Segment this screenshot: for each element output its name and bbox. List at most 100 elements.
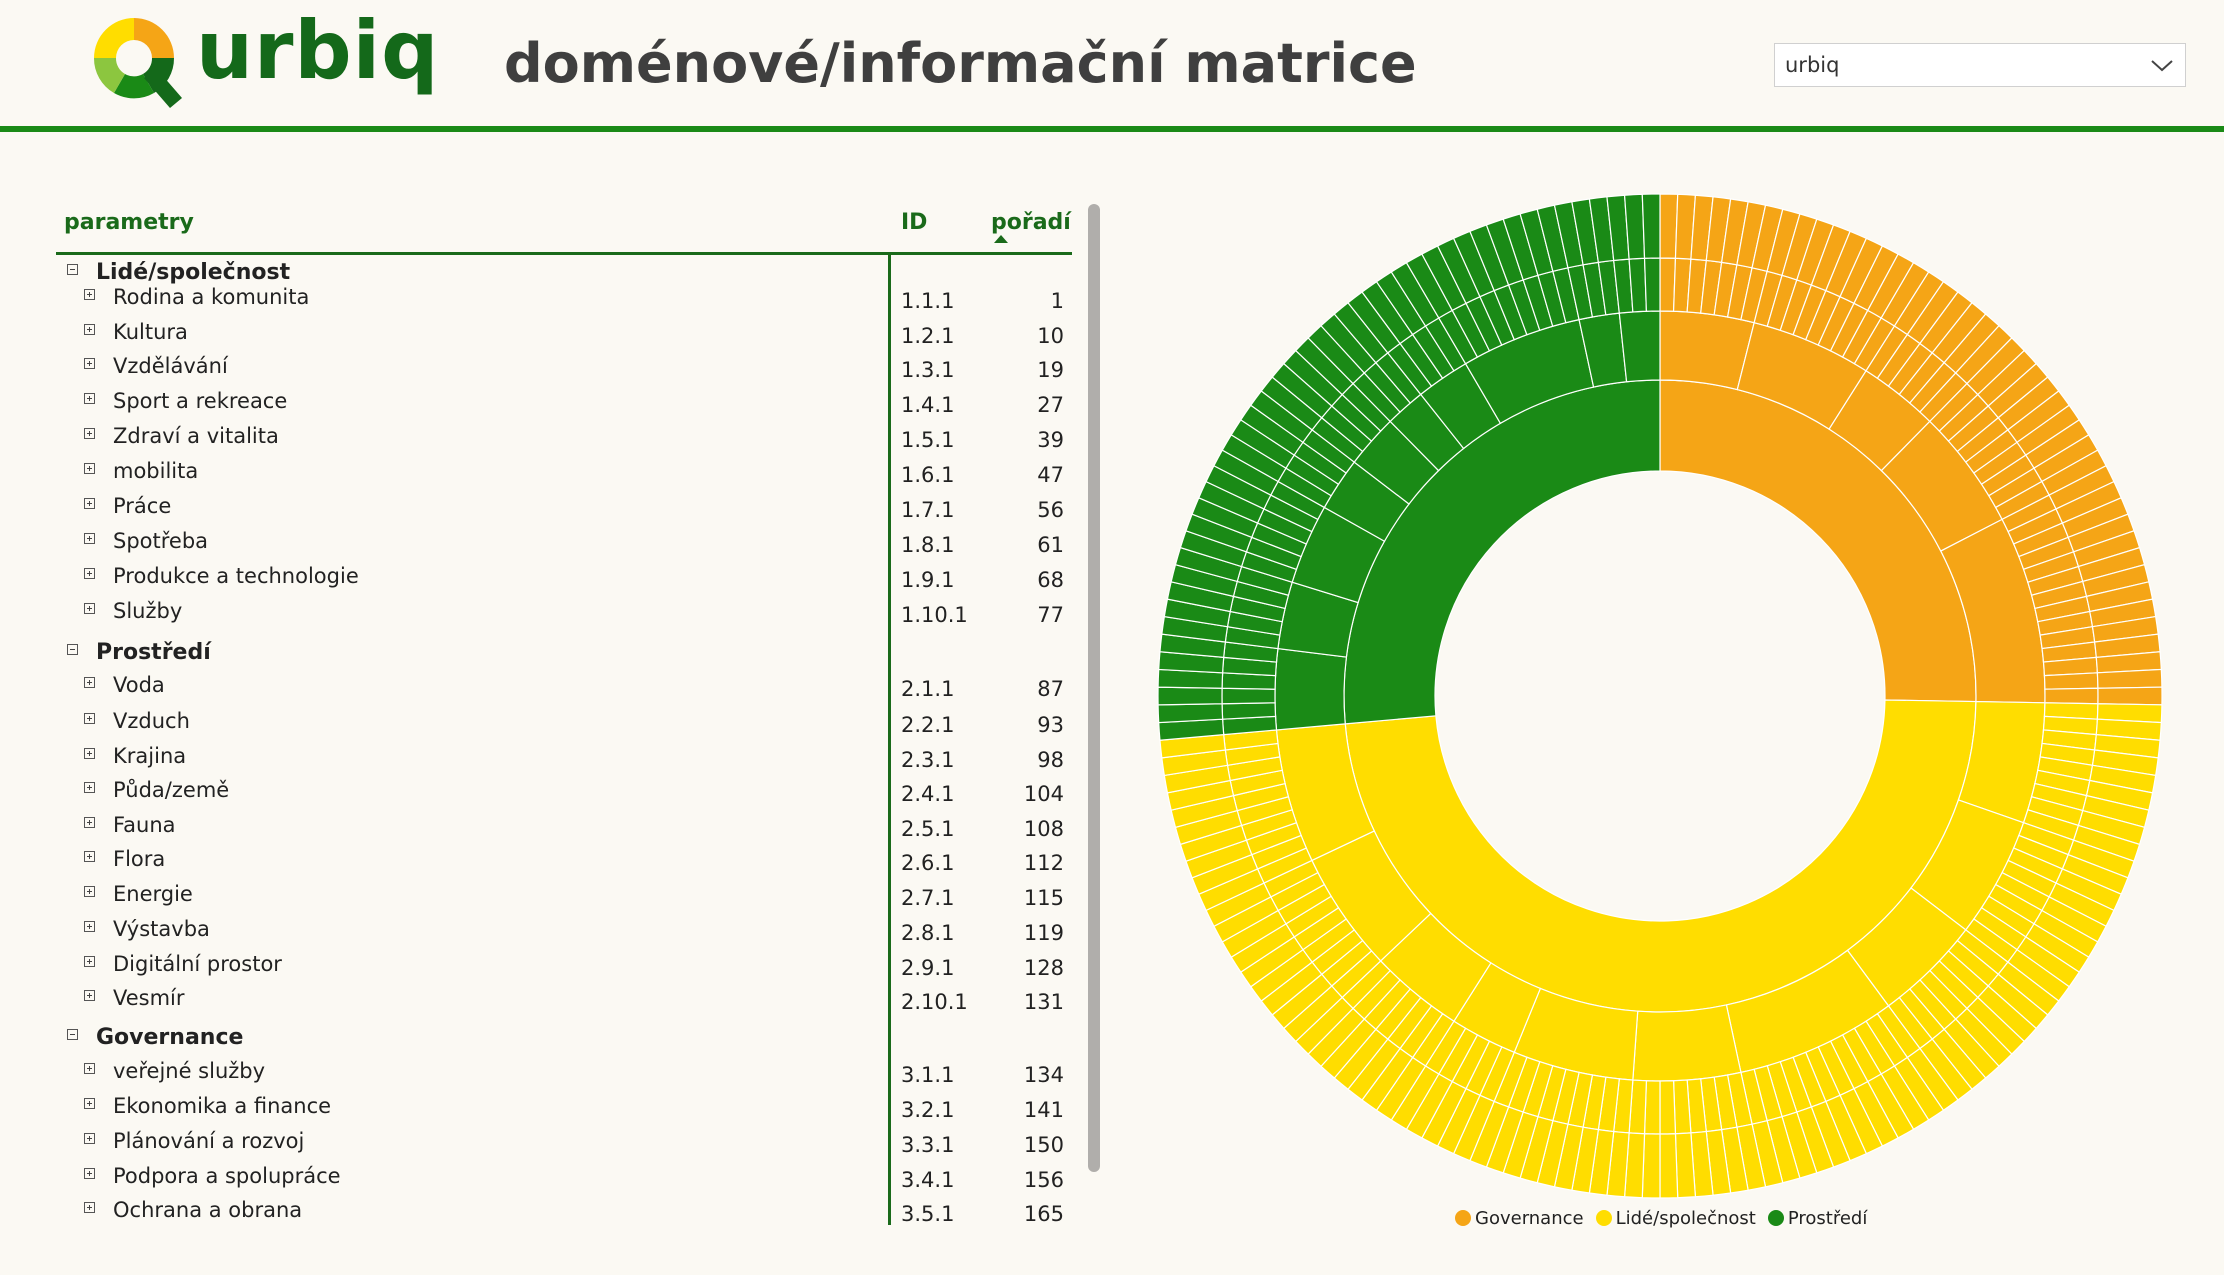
table-row[interactable]: Zdraví a vitalita 1.5.1 39	[56, 422, 1072, 457]
group-row[interactable]: Governance	[56, 1023, 1072, 1058]
table-row[interactable]: Digitální prostor 2.9.1 128	[56, 950, 1072, 985]
entity-select[interactable]: urbiq	[1774, 43, 2186, 87]
table-row[interactable]: Ekonomika a finance 3.2.1 141	[56, 1092, 1072, 1127]
expand-icon[interactable]	[84, 782, 95, 793]
table-row[interactable]: Podpora a spolupráce 3.4.1 156	[56, 1162, 1072, 1197]
collapse-icon[interactable]	[67, 264, 78, 275]
row-id: 2.9.1	[901, 956, 955, 980]
row-id: 1.10.1	[901, 603, 968, 627]
expand-icon[interactable]	[84, 1063, 95, 1074]
sunburst-detail-slice[interactable]	[1659, 193, 1679, 259]
table-row[interactable]: Voda 2.1.1 87	[56, 671, 1072, 706]
expand-icon[interactable]	[84, 393, 95, 404]
sunburst-detail-slice[interactable]	[1659, 1133, 1679, 1199]
expand-icon[interactable]	[84, 817, 95, 828]
expand-icon[interactable]	[84, 603, 95, 614]
sunburst-parameter-slice[interactable]	[1672, 1079, 1692, 1135]
table-row[interactable]: Spotřeba 1.8.1 61	[56, 527, 1072, 562]
group-row[interactable]: Lidé/společnost	[56, 258, 1072, 293]
sunburst-detail-slice[interactable]	[1641, 193, 1661, 259]
table-row[interactable]: Sport a rekreace 1.4.1 27	[56, 387, 1072, 422]
row-label: Kultura	[113, 320, 188, 344]
legend-item[interactable]: Governance	[1455, 1208, 1584, 1229]
table-row[interactable]: mobilita 1.6.1 47	[56, 457, 1072, 492]
table-row[interactable]: Vzduch 2.2.1 93	[56, 707, 1072, 742]
sunburst-category-slice[interactable]	[1632, 1004, 1742, 1082]
expand-icon[interactable]	[84, 886, 95, 897]
expand-icon[interactable]	[84, 677, 95, 688]
expand-icon[interactable]	[84, 921, 95, 932]
table-row[interactable]: Půda/země 2.4.1 104	[56, 776, 1072, 811]
row-label: Půda/země	[113, 778, 230, 802]
table-row[interactable]: Energie 2.7.1 115	[56, 880, 1072, 915]
row-label: Flora	[113, 847, 166, 871]
sunburst-detail-slice[interactable]	[2097, 686, 2163, 706]
table-row[interactable]: Fauna 2.5.1 108	[56, 811, 1072, 846]
table-row[interactable]: Ochrana a obrana 3.5.1 165	[56, 1196, 1072, 1225]
row-label: mobilita	[113, 459, 199, 483]
column-header-order[interactable]: pořadí	[991, 210, 1071, 235]
table-row[interactable]: Práce 1.7.1 56	[56, 492, 1072, 527]
sunburst-detail-slice[interactable]	[1157, 703, 1224, 724]
sunburst-parameter-slice[interactable]	[2044, 687, 2099, 705]
sunburst-category-slice[interactable]	[1274, 647, 1348, 731]
group-row[interactable]: Prostředí	[56, 638, 1072, 673]
row-id: 2.6.1	[901, 851, 955, 875]
expand-icon[interactable]	[84, 748, 95, 759]
table-row[interactable]: Plánování a rozvoj 3.3.1 150	[56, 1127, 1072, 1162]
expand-icon[interactable]	[84, 289, 95, 300]
expand-icon[interactable]	[84, 463, 95, 474]
sunburst-parameter-slice[interactable]	[1628, 257, 1648, 313]
table-row[interactable]: Výstavba 2.8.1 119	[56, 915, 1072, 950]
table-row[interactable]: Kultura 1.2.1 10	[56, 318, 1072, 353]
table-scrollbar-thumb[interactable]	[1088, 204, 1100, 1172]
urbiq-logo: urbiq	[82, 4, 438, 114]
expand-icon[interactable]	[84, 851, 95, 862]
expand-icon[interactable]	[84, 1202, 95, 1213]
expand-icon[interactable]	[84, 428, 95, 439]
row-order: 165	[1023, 1202, 1064, 1225]
sunburst-parameter-slice[interactable]	[1659, 1080, 1677, 1135]
row-id: 1.8.1	[901, 533, 955, 557]
expand-icon[interactable]	[84, 713, 95, 724]
sunburst-parameter-slice[interactable]	[1643, 1080, 1661, 1135]
legend-item[interactable]: Prostředí	[1767, 1208, 1867, 1229]
row-id: 3.2.1	[901, 1098, 955, 1122]
table-row[interactable]: Krajina 2.3.1 98	[56, 742, 1072, 777]
row-order: 134	[1023, 1063, 1064, 1087]
sunburst-parameter-slice[interactable]	[1659, 257, 1677, 312]
expand-icon[interactable]	[84, 990, 95, 1001]
sunburst-detail-slice[interactable]	[1641, 1133, 1661, 1199]
expand-icon[interactable]	[84, 568, 95, 579]
table-row[interactable]: veřejné služby 3.1.1 134	[56, 1057, 1072, 1092]
expand-icon[interactable]	[84, 956, 95, 967]
sunburst-detail-slice[interactable]	[1157, 686, 1223, 706]
column-header-id[interactable]: ID	[901, 210, 928, 235]
expand-icon[interactable]	[84, 1133, 95, 1144]
table-row[interactable]: Vzdělávání 1.3.1 19	[56, 352, 1072, 387]
expand-icon[interactable]	[84, 1098, 95, 1109]
sunburst-parameter-slice[interactable]	[1221, 687, 1276, 705]
expand-icon[interactable]	[84, 324, 95, 335]
row-label: Sport a rekreace	[113, 389, 288, 413]
expand-icon[interactable]	[84, 1168, 95, 1179]
expand-icon[interactable]	[84, 533, 95, 544]
column-header-params[interactable]: parametry	[64, 210, 194, 235]
sunburst-category-slice[interactable]	[1618, 310, 1661, 383]
table-row[interactable]: Rodina a komunita 1.1.1 1	[56, 283, 1072, 318]
sunburst-parameter-slice[interactable]	[1221, 702, 1277, 720]
expand-icon[interactable]	[84, 358, 95, 369]
sunburst-detail-slice[interactable]	[2096, 668, 2163, 689]
collapse-icon[interactable]	[67, 644, 78, 655]
row-id: 2.8.1	[901, 921, 955, 945]
table-row[interactable]: Vesmír 2.10.1 131	[56, 984, 1072, 1019]
table-row[interactable]: Produkce a technologie 1.9.1 68	[56, 562, 1072, 597]
sunburst-parameter-slice[interactable]	[2043, 672, 2099, 690]
table-row[interactable]: Flora 2.6.1 112	[56, 845, 1072, 880]
row-order: 104	[1023, 782, 1064, 806]
expand-icon[interactable]	[84, 498, 95, 509]
collapse-icon[interactable]	[67, 1029, 78, 1040]
sunburst-parameter-slice[interactable]	[1643, 257, 1661, 312]
legend-item[interactable]: Lidé/společnost	[1595, 1208, 1756, 1229]
table-row[interactable]: Služby 1.10.1 77	[56, 597, 1072, 632]
